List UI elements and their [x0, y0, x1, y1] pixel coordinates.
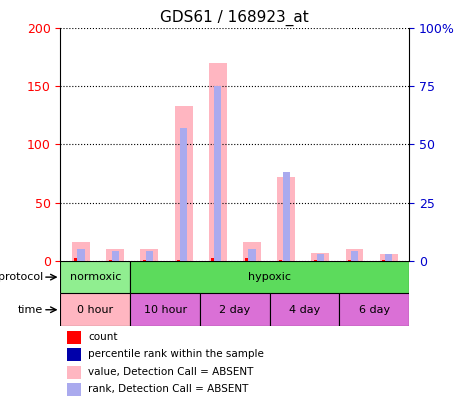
Text: hypoxic: hypoxic: [248, 272, 291, 282]
FancyBboxPatch shape: [60, 293, 130, 326]
Text: protocol: protocol: [0, 272, 43, 282]
Text: 6 day: 6 day: [359, 305, 390, 315]
Bar: [248, 249, 255, 261]
Text: percentile rank within the sample: percentile rank within the sample: [88, 349, 264, 359]
Bar: [67, 348, 81, 361]
Bar: [382, 260, 385, 261]
Bar: [74, 259, 77, 261]
Bar: [67, 366, 81, 379]
FancyBboxPatch shape: [130, 293, 200, 326]
Title: GDS61 / 168923_at: GDS61 / 168923_at: [160, 10, 309, 27]
Bar: [214, 86, 221, 261]
FancyBboxPatch shape: [339, 293, 409, 326]
Bar: [112, 251, 119, 261]
Text: 0 hour: 0 hour: [77, 305, 113, 315]
Bar: [180, 128, 187, 261]
Text: count: count: [88, 331, 118, 342]
Bar: [345, 249, 364, 261]
Bar: [72, 242, 90, 261]
Text: time: time: [18, 305, 43, 315]
FancyBboxPatch shape: [270, 293, 339, 326]
Bar: [174, 106, 193, 261]
Text: rank, Detection Call = ABSENT: rank, Detection Call = ABSENT: [88, 384, 249, 394]
Bar: [385, 254, 392, 261]
Text: value, Detection Call = ABSENT: value, Detection Call = ABSENT: [88, 367, 254, 377]
Bar: [211, 259, 214, 261]
Bar: [177, 260, 180, 261]
Bar: [314, 260, 317, 261]
Text: 4 day: 4 day: [289, 305, 320, 315]
Bar: [108, 260, 112, 261]
Bar: [312, 253, 329, 261]
FancyBboxPatch shape: [130, 261, 409, 293]
Bar: [146, 251, 153, 261]
Bar: [351, 251, 358, 261]
Text: normoxic: normoxic: [70, 272, 121, 282]
Bar: [106, 249, 124, 261]
Text: 10 hour: 10 hour: [144, 305, 186, 315]
Bar: [348, 260, 351, 261]
Bar: [283, 172, 290, 261]
FancyBboxPatch shape: [60, 261, 130, 293]
Text: 2 day: 2 day: [219, 305, 251, 315]
Bar: [143, 260, 146, 261]
Bar: [209, 63, 227, 261]
Bar: [67, 383, 81, 396]
Bar: [317, 254, 324, 261]
Bar: [380, 254, 398, 261]
Bar: [140, 249, 158, 261]
Bar: [246, 259, 248, 261]
FancyBboxPatch shape: [200, 293, 270, 326]
Bar: [243, 242, 261, 261]
Bar: [77, 249, 85, 261]
Bar: [277, 177, 295, 261]
Bar: [279, 260, 282, 261]
Bar: [67, 331, 81, 344]
